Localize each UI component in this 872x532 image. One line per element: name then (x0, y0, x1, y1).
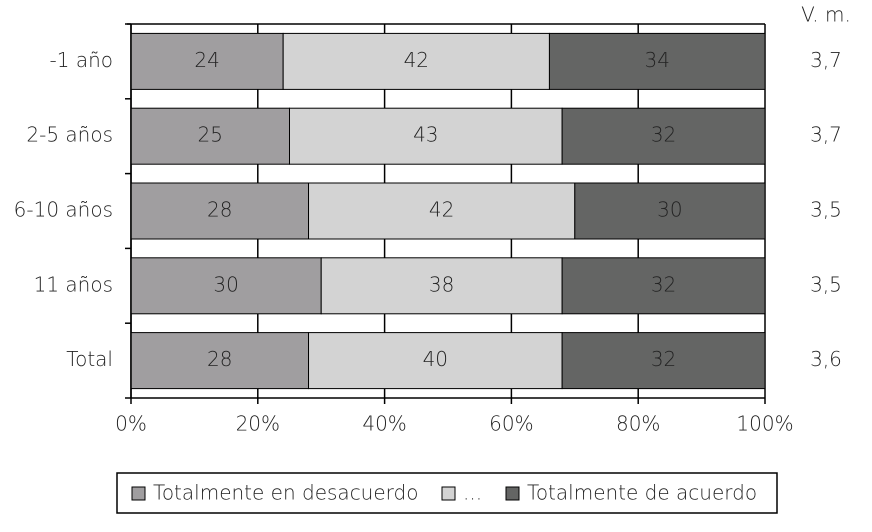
legend-box (116, 472, 778, 514)
bar-segment (130, 182, 310, 240)
legend-swatch (441, 486, 456, 501)
legend-swatch (505, 486, 520, 501)
data-label: 32 (651, 347, 676, 371)
bar-segment (548, 32, 766, 90)
x-tick-label: 40% (362, 412, 406, 436)
data-label: 34 (644, 48, 669, 72)
legend-label: Totalmente de acuerdo (527, 481, 757, 505)
data-label: 40 (423, 347, 448, 371)
legend-label: ... (463, 481, 482, 505)
legend-label: Totalmente en desacuerdo (153, 481, 418, 505)
data-label: 38 (429, 272, 454, 296)
bar-segment (574, 182, 766, 240)
bar-segment (130, 257, 322, 315)
bar-segment (130, 107, 290, 165)
bar-segment (308, 332, 563, 390)
x-tick-label: 60% (489, 412, 533, 436)
x-tick-label: 0% (115, 412, 147, 436)
data-label: 42 (404, 48, 429, 72)
mean-value: 3,7 (810, 123, 842, 147)
data-label: 24 (194, 48, 219, 72)
bar-segment (561, 107, 766, 165)
x-tick-label: 80% (616, 412, 660, 436)
bar-segment (130, 32, 284, 90)
data-label: 32 (651, 123, 676, 147)
bar-segment (308, 182, 576, 240)
bar-segment (282, 32, 550, 90)
y-tick-label: 2-5 años (26, 123, 113, 147)
bar-segment (130, 332, 310, 390)
data-label: 25 (198, 123, 223, 147)
data-label: 43 (413, 123, 438, 147)
data-label: 28 (207, 347, 232, 371)
bar-segment (289, 107, 563, 165)
data-label: 32 (651, 272, 676, 296)
mean-value: 3,5 (810, 272, 842, 296)
mean-title: V. m. (801, 3, 851, 27)
mean-value: 3,5 (810, 198, 842, 222)
data-label: 30 (657, 198, 682, 222)
mean-value: 3,6 (810, 347, 842, 371)
x-tick-label: 20% (236, 412, 280, 436)
y-tick-label: 11 años (34, 272, 113, 296)
data-label: 28 (207, 198, 232, 222)
mean-value: 3,7 (810, 48, 842, 72)
x-tick-label: 100% (736, 412, 793, 436)
legend-swatch (131, 486, 146, 501)
y-tick-label: Total (66, 347, 113, 371)
y-tick-label: 6-10 años (14, 198, 113, 222)
data-label: 42 (429, 198, 454, 222)
y-tick-label: -1 año (50, 48, 113, 72)
data-label: 30 (213, 272, 238, 296)
bar-segment (561, 257, 766, 315)
bar-segment (561, 332, 766, 390)
